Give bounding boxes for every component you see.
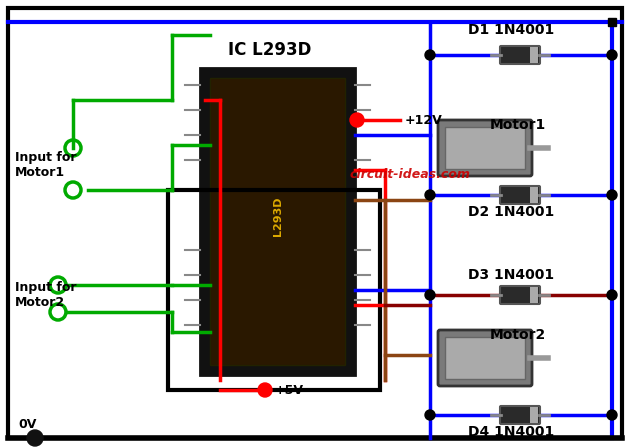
Text: +5V: +5V bbox=[275, 384, 304, 396]
FancyBboxPatch shape bbox=[500, 46, 540, 64]
Text: circuit-ideas.com: circuit-ideas.com bbox=[350, 169, 471, 181]
Text: D4 1N4001: D4 1N4001 bbox=[468, 425, 554, 439]
Circle shape bbox=[607, 290, 617, 300]
Text: 0V: 0V bbox=[18, 418, 37, 431]
Bar bbox=[200, 68, 355, 375]
Circle shape bbox=[425, 50, 435, 60]
Circle shape bbox=[607, 50, 617, 60]
Bar bbox=[168, 190, 380, 390]
FancyBboxPatch shape bbox=[500, 186, 540, 204]
Text: Input for
Motor1: Input for Motor1 bbox=[15, 151, 76, 179]
Circle shape bbox=[425, 190, 435, 200]
Circle shape bbox=[425, 290, 435, 300]
Circle shape bbox=[258, 383, 272, 397]
Bar bbox=[530, 407, 538, 423]
FancyBboxPatch shape bbox=[500, 286, 540, 304]
Bar bbox=[530, 287, 538, 303]
Text: Motor2: Motor2 bbox=[490, 328, 546, 342]
Circle shape bbox=[27, 430, 43, 446]
Bar bbox=[445, 337, 525, 379]
Bar bbox=[210, 78, 345, 365]
Bar bbox=[530, 47, 538, 63]
Text: L293D: L293D bbox=[273, 197, 282, 236]
FancyBboxPatch shape bbox=[438, 330, 532, 386]
Circle shape bbox=[607, 410, 617, 420]
Text: Input for
Motor2: Input for Motor2 bbox=[15, 281, 76, 309]
FancyBboxPatch shape bbox=[438, 120, 532, 176]
FancyBboxPatch shape bbox=[500, 406, 540, 424]
Bar bbox=[530, 187, 538, 203]
Text: IC L293D: IC L293D bbox=[228, 41, 312, 59]
Text: +12V: +12V bbox=[405, 114, 443, 127]
Text: Motor1: Motor1 bbox=[490, 118, 546, 132]
Circle shape bbox=[607, 190, 617, 200]
Bar bbox=[445, 127, 525, 169]
Text: D3 1N4001: D3 1N4001 bbox=[468, 268, 554, 282]
Text: D2 1N4001: D2 1N4001 bbox=[468, 205, 554, 219]
Circle shape bbox=[425, 410, 435, 420]
Text: D1 1N4001: D1 1N4001 bbox=[468, 23, 554, 37]
Circle shape bbox=[350, 113, 364, 127]
